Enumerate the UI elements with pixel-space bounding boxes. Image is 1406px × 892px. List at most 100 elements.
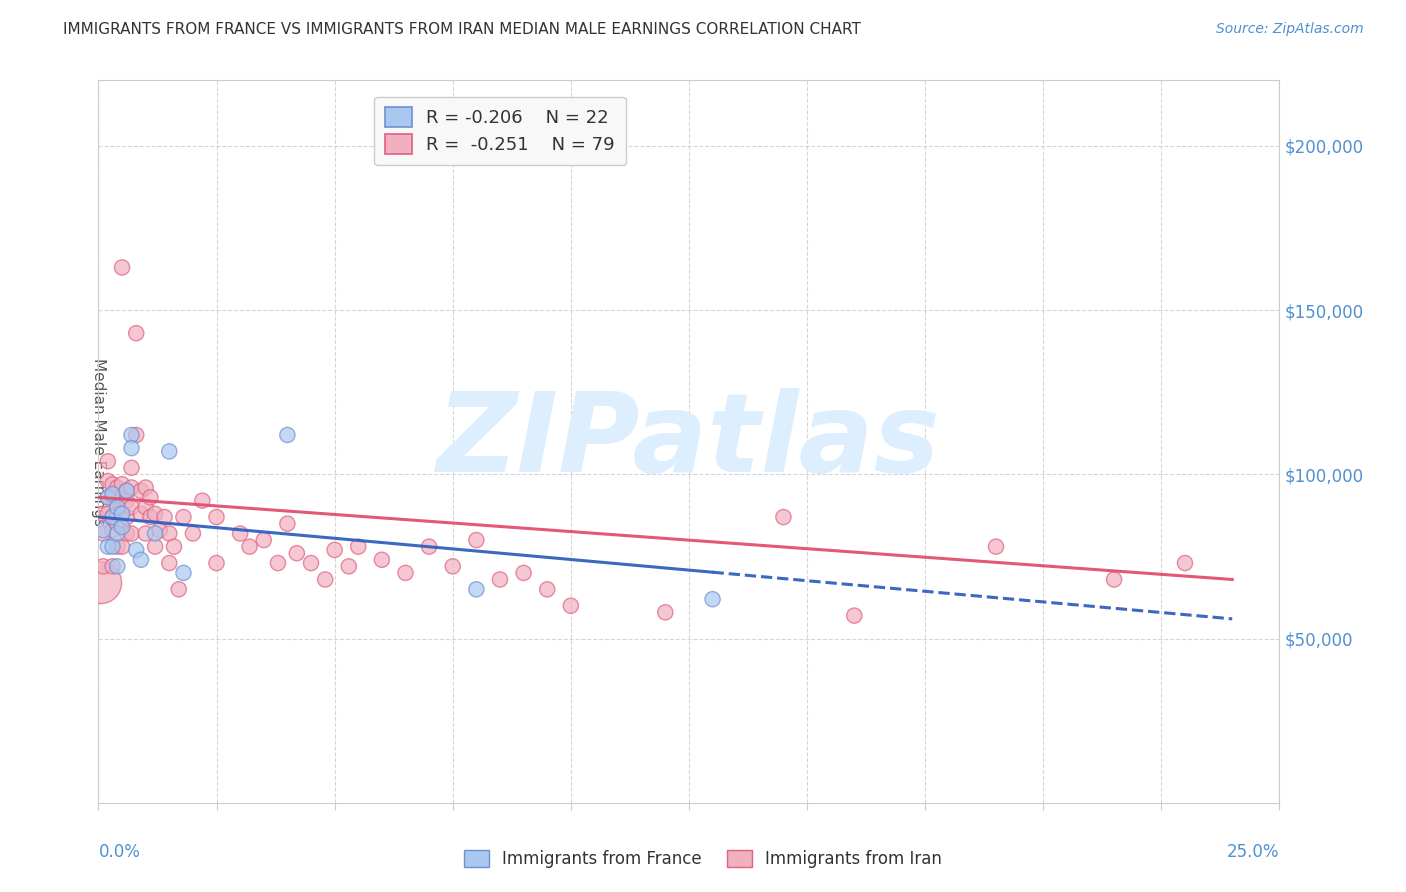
Point: [299, 556, 322, 570]
Point: [314, 573, 336, 587]
Point: [139, 510, 162, 524]
Point: [772, 510, 794, 524]
Point: [267, 556, 290, 570]
Point: [115, 483, 138, 498]
Point: [121, 441, 143, 455]
Point: [1174, 556, 1197, 570]
Point: [181, 526, 204, 541]
Text: ZIPatlas: ZIPatlas: [437, 388, 941, 495]
Point: [465, 533, 488, 547]
Point: [129, 507, 152, 521]
Point: [465, 582, 488, 597]
Point: [97, 507, 120, 521]
Point: [115, 510, 138, 524]
Point: [121, 500, 143, 515]
Point: [163, 540, 186, 554]
Point: [101, 487, 124, 501]
Point: [97, 474, 120, 488]
Point: [441, 559, 464, 574]
Point: [536, 582, 558, 597]
Point: [135, 500, 157, 515]
Point: [229, 526, 252, 541]
Text: Source: ZipAtlas.com: Source: ZipAtlas.com: [1216, 22, 1364, 37]
Text: 25.0%: 25.0%: [1227, 843, 1279, 861]
Point: [125, 542, 148, 557]
Point: [105, 559, 128, 574]
Point: [844, 608, 866, 623]
Point: [97, 540, 120, 554]
Point: [121, 526, 143, 541]
Point: [111, 260, 134, 275]
Point: [337, 559, 360, 574]
Point: [101, 491, 124, 505]
Point: [157, 556, 180, 570]
Point: [1102, 573, 1125, 587]
Point: [205, 510, 228, 524]
Point: [97, 491, 120, 505]
Point: [91, 507, 114, 521]
Text: 0.0%: 0.0%: [98, 843, 141, 861]
Point: [135, 481, 157, 495]
Point: [101, 523, 124, 537]
Point: [143, 540, 166, 554]
Point: [129, 553, 152, 567]
Point: [560, 599, 582, 613]
Point: [654, 605, 676, 619]
Point: [418, 540, 440, 554]
Point: [139, 491, 162, 505]
Point: [111, 491, 134, 505]
Legend: R = -0.206    N = 22, R =  -0.251    N = 79: R = -0.206 N = 22, R = -0.251 N = 79: [374, 96, 626, 165]
Point: [121, 481, 143, 495]
Point: [253, 533, 276, 547]
Point: [101, 510, 124, 524]
Point: [167, 582, 190, 597]
Point: [172, 510, 194, 524]
Point: [105, 526, 128, 541]
Point: [121, 460, 143, 475]
Point: [323, 542, 346, 557]
Point: [115, 526, 138, 541]
Point: [125, 326, 148, 341]
Point: [97, 491, 120, 505]
Point: [105, 500, 128, 515]
Point: [984, 540, 1007, 554]
Point: [111, 520, 134, 534]
Y-axis label: Median Male Earnings: Median Male Earnings: [91, 358, 107, 525]
Point: [191, 493, 214, 508]
Point: [157, 526, 180, 541]
Point: [125, 428, 148, 442]
Point: [172, 566, 194, 580]
Point: [702, 592, 724, 607]
Point: [394, 566, 416, 580]
Point: [101, 477, 124, 491]
Point: [111, 477, 134, 491]
Point: [91, 526, 114, 541]
Point: [105, 516, 128, 531]
Point: [101, 510, 124, 524]
Point: [101, 540, 124, 554]
Point: [115, 483, 138, 498]
Point: [157, 444, 180, 458]
Point: [143, 526, 166, 541]
Point: [276, 516, 298, 531]
Point: [105, 540, 128, 554]
Point: [129, 483, 152, 498]
Point: [90, 575, 112, 590]
Point: [121, 428, 143, 442]
Point: [101, 559, 124, 574]
Point: [285, 546, 308, 560]
Point: [91, 559, 114, 574]
Point: [105, 481, 128, 495]
Point: [489, 573, 512, 587]
Point: [111, 507, 134, 521]
Point: [153, 510, 176, 524]
Point: [105, 507, 128, 521]
Text: IMMIGRANTS FROM FRANCE VS IMMIGRANTS FROM IRAN MEDIAN MALE EARNINGS CORRELATION : IMMIGRANTS FROM FRANCE VS IMMIGRANTS FRO…: [63, 22, 860, 37]
Point: [111, 507, 134, 521]
Legend: Immigrants from France, Immigrants from Iran: Immigrants from France, Immigrants from …: [457, 843, 949, 875]
Point: [512, 566, 534, 580]
Point: [111, 540, 134, 554]
Point: [143, 507, 166, 521]
Point: [115, 493, 138, 508]
Point: [371, 553, 394, 567]
